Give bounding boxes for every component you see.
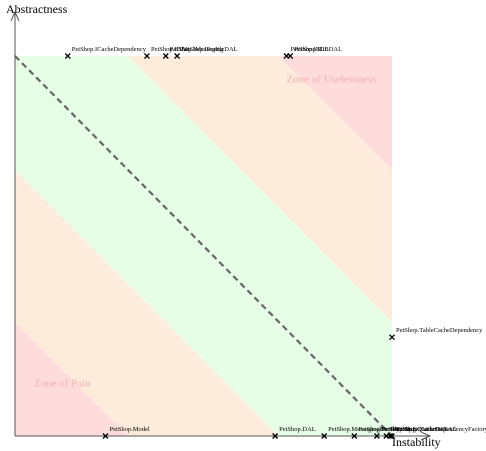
data-point: PetShop.IMessaging — [162, 46, 224, 59]
point-marker — [162, 53, 169, 59]
point-label: PetShop.OracleDAL — [394, 426, 448, 433]
point-label: PetShop.IMessaging — [170, 46, 224, 53]
zone-of-uselessness-label: Zone of Uselessness — [286, 74, 376, 86]
data-point: PetShop.IDAL — [143, 46, 190, 59]
point-marker — [351, 433, 358, 439]
point-label: PetShop.DAL — [279, 426, 316, 433]
zone-of-pain-label: Zone of Pain — [34, 378, 91, 390]
point-label: PetShop.Model — [109, 426, 149, 433]
point-label: PetShop.BLL — [381, 426, 417, 433]
point-label: PetShop.SQLServerDAL — [390, 426, 456, 433]
data-point: PetShop.Model — [102, 426, 150, 439]
point-label: PetShop.CacheDependencyFactory — [396, 426, 486, 433]
point-label: PetShop.ICacheDependency — [72, 46, 147, 53]
data-point: PetShop.Profile — [351, 426, 399, 439]
point-marker — [389, 334, 395, 341]
point-label: PetShop.IDAL — [151, 46, 190, 53]
warning-band-upper — [128, 56, 392, 322]
point-label: PetShop.MessagingFactory — [328, 426, 400, 433]
data-point: PetShop.ICacheDependency — [64, 46, 147, 59]
y-axis-arrow — [10, 10, 20, 22]
point-label: PetShop.IBLL — [290, 46, 328, 53]
point-marker — [373, 433, 380, 439]
point-marker — [64, 53, 71, 59]
x-axis-arrow — [420, 431, 432, 441]
data-points: PetShop.ICacheDependency PetShop.IDALPetS… — [64, 46, 486, 439]
point-marker — [143, 53, 150, 59]
point-label: PetShop.TableCacheDependency — [396, 327, 483, 334]
data-point: PetShop.MessagingFactory — [321, 426, 400, 439]
point-label: PetShop.IDBDAL — [294, 46, 342, 53]
point-marker — [387, 433, 394, 439]
data-point: PetShop.IDBDAL — [287, 46, 342, 59]
point-label: PetShop.Profile — [358, 426, 399, 433]
data-point: PetShop.OracleDAL — [387, 426, 448, 439]
data-point: PetShop.BLL — [373, 426, 417, 439]
point-marker — [287, 53, 294, 59]
point-marker — [102, 433, 109, 439]
point-marker — [174, 53, 181, 59]
data-point: PetShop.DAL — [272, 426, 316, 439]
point-label: PetShop.IProfileDAL — [181, 46, 238, 53]
axes — [10, 10, 432, 441]
data-point: PetShop.TableCacheDependency — [389, 327, 483, 341]
x-axis-title: Instability — [392, 435, 441, 449]
data-point: PetShop.CacheDependencyFactory — [389, 426, 486, 439]
y-axis-title: Abstractness — [6, 2, 68, 16]
point-marker — [321, 433, 328, 439]
point-marker — [272, 433, 279, 439]
data-point: PetShop.IProfileDAL — [174, 46, 238, 59]
zone-labels: Zone of Uselessness Zone of Pain — [34, 74, 376, 390]
point-marker — [389, 433, 395, 439]
zone-of-uselessness-band — [278, 56, 392, 170]
